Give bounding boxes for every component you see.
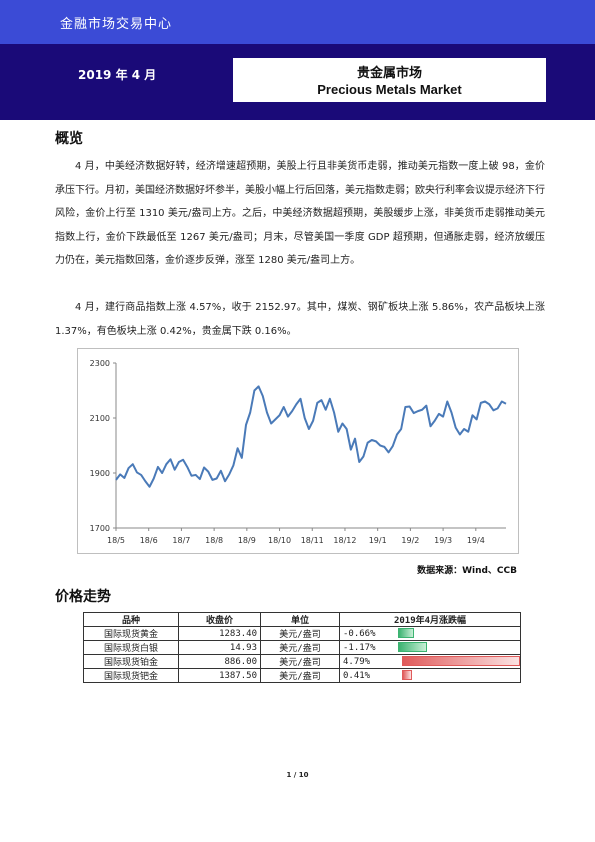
change-bar — [402, 656, 520, 666]
x-tick-label: 18/6 — [140, 536, 158, 545]
row-unit: 美元/盎司 — [260, 654, 340, 669]
x-tick-label: 18/10 — [268, 536, 291, 545]
table-row: 国际现货白银 14.93 美元/盎司 -1.17% — [83, 640, 521, 655]
change-bar — [402, 670, 413, 680]
x-tick-label: 18/5 — [107, 536, 125, 545]
price-heading: 价格走势 — [55, 589, 111, 605]
row-close: 14.93 — [178, 640, 261, 655]
change-bar — [398, 642, 427, 652]
row-unit: 美元/盎司 — [260, 668, 340, 683]
y-tick-label: 1900 — [90, 469, 110, 478]
top-banner: 金融市场交易中心 — [0, 0, 595, 44]
title-cn: 贵金属市场 — [356, 66, 422, 81]
header-unit: 单位 — [260, 612, 340, 627]
row-change: 0.41% — [339, 668, 398, 683]
x-tick-label: 19/2 — [401, 536, 419, 545]
x-tick-label: 18/7 — [172, 536, 190, 545]
row-name: 国际现货铂金 — [83, 654, 179, 669]
row-change-bar-cell — [398, 626, 521, 641]
row-name: 国际现货黄金 — [83, 626, 179, 641]
x-tick-label: 18/11 — [301, 536, 324, 545]
row-change-bar-cell — [398, 668, 521, 683]
x-tick-label: 18/9 — [238, 536, 256, 545]
header-close: 收盘价 — [178, 612, 261, 627]
x-tick-label: 19/3 — [434, 536, 452, 545]
row-name: 国际现货白银 — [83, 640, 179, 655]
row-close: 886.00 — [178, 654, 261, 669]
price-table: 品种 收盘价 单位 2019年4月涨跌幅 国际现货黄金 1283.40 美元/盎司 -… — [83, 612, 521, 683]
x-tick-label: 19/1 — [369, 536, 387, 545]
row-unit: 美元/盎司 — [260, 626, 340, 641]
row-change-bar-cell — [398, 654, 521, 669]
report-date: 2019 年 4 月 — [78, 68, 157, 82]
title-box: 贵金属市场 Precious Metals Market — [232, 57, 547, 103]
y-tick-label: 2100 — [90, 414, 110, 423]
data-source: 数据来源：Wind、CCB — [417, 566, 517, 576]
x-tick-label: 18/12 — [333, 536, 356, 545]
commodity-index-chart: 1700 1900 2100 2300 18/5 18/6 18/7 18/8 18/9 18/1… — [90, 359, 507, 545]
overview-paragraph-2: 4 月，建行商品指数上涨 4.57%，收于 2152.97。其中，煤炭、钢矿板块… — [55, 302, 545, 337]
org-name: 金融市场交易中心 — [60, 17, 173, 32]
x-tick-label: 18/8 — [205, 536, 223, 545]
row-change-bar-cell — [398, 640, 521, 655]
x-tick-label: 19/4 — [467, 536, 485, 545]
change-bar — [398, 628, 415, 638]
table-row: 国际现货黄金 1283.40 美元/盎司 -0.66% — [83, 626, 521, 641]
overview-paragraph-1: 4 月，中美经济数据好转，经济增速超预期，美股上行且非美货币走弱，推动美元指数一… — [55, 161, 545, 266]
row-change: 4.79% — [339, 654, 398, 669]
row-name: 国际现货钯金 — [83, 668, 179, 683]
row-unit: 美元/盎司 — [260, 640, 340, 655]
title-en: Precious Metals Market — [317, 82, 462, 97]
y-tick-label: 2300 — [90, 359, 110, 368]
series-line-0 — [115, 385, 507, 488]
header-change: 2019年4月涨跌幅 — [339, 612, 521, 627]
overview-heading: 概览 — [55, 131, 83, 147]
row-change: -1.17% — [339, 640, 398, 655]
page-number: 1 / 10 — [286, 771, 309, 779]
chart-frame: 1700 1900 2100 2300 18/5 18/6 18/7 18/8 18/9 18/1… — [77, 348, 519, 554]
table-row: 国际现货钯金 1387.50 美元/盎司 0.41% — [83, 668, 521, 683]
table-header-row: 品种 收盘价 单位 2019年4月涨跌幅 — [83, 612, 521, 627]
table-row: 国际现货铂金 886.00 美元/盎司 4.79% — [83, 654, 521, 669]
row-close: 1387.50 — [178, 668, 261, 683]
header-name: 品种 — [83, 612, 179, 627]
row-close: 1283.40 — [178, 626, 261, 641]
y-tick-label: 1700 — [90, 524, 110, 533]
row-change: -0.66% — [339, 626, 398, 641]
